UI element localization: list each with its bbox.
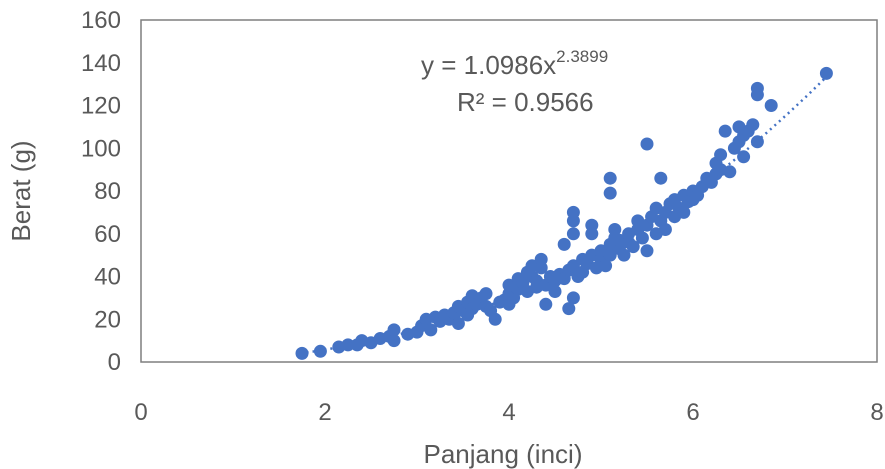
data-point xyxy=(603,186,617,200)
data-point xyxy=(313,344,327,358)
r-squared-label: R² = 0.9566 xyxy=(457,87,594,117)
data-point xyxy=(718,124,732,138)
y-tick-label: 20 xyxy=(94,306,121,333)
data-point xyxy=(677,205,691,219)
data-points xyxy=(295,66,833,360)
data-point xyxy=(608,223,622,236)
x-tick-label: 2 xyxy=(318,399,331,426)
data-point xyxy=(387,323,401,337)
data-point xyxy=(626,240,640,254)
data-point xyxy=(488,312,502,326)
y-tick-label: 80 xyxy=(94,178,121,205)
data-point xyxy=(658,223,672,236)
data-point xyxy=(548,285,562,298)
data-point xyxy=(539,297,553,311)
data-point xyxy=(562,302,576,316)
data-point xyxy=(750,81,764,95)
y-tick-label: 100 xyxy=(81,135,121,162)
data-point xyxy=(640,244,654,258)
trendline-equation-exponent: 2.3899 xyxy=(556,47,608,66)
data-point xyxy=(635,231,649,245)
data-point xyxy=(566,291,580,305)
data-point xyxy=(566,227,580,241)
data-point xyxy=(424,323,438,337)
data-point xyxy=(585,218,599,232)
y-tick-label: 160 xyxy=(81,7,121,34)
x-tick-label: 0 xyxy=(134,399,147,426)
data-point xyxy=(566,205,580,219)
data-point xyxy=(451,317,465,330)
y-tick-label: 0 xyxy=(108,349,121,376)
data-point xyxy=(819,66,833,80)
y-axis-title: Berat (g) xyxy=(6,140,36,241)
x-tick-label: 4 xyxy=(502,399,515,426)
data-point xyxy=(566,259,580,273)
data-point xyxy=(534,252,548,266)
plot-frame xyxy=(140,19,878,363)
data-point xyxy=(737,150,751,164)
data-point xyxy=(295,346,309,360)
data-point xyxy=(723,165,737,179)
data-point xyxy=(764,99,778,112)
y-tick-label: 40 xyxy=(94,264,121,291)
data-point xyxy=(654,171,668,185)
data-point xyxy=(557,237,571,251)
data-point xyxy=(479,287,493,301)
y-tick-label: 60 xyxy=(94,221,121,248)
data-point xyxy=(603,248,617,262)
data-point xyxy=(640,137,654,151)
tick-labels: 0 20 40 60 80 100 120 140 160 0 2 4 6 8 xyxy=(81,7,884,426)
x-tick-label: 6 xyxy=(686,399,699,426)
trendline-equation-base: y = 1.0986x xyxy=(421,50,556,80)
trendline-equation: y = 1.0986x2.3899 xyxy=(421,47,608,80)
data-point xyxy=(599,259,613,273)
plot-area xyxy=(140,19,878,363)
y-tick-label: 120 xyxy=(81,93,121,120)
data-point xyxy=(714,148,728,162)
data-point xyxy=(746,118,760,132)
x-tick-label: 8 xyxy=(870,399,883,426)
data-point xyxy=(750,135,764,149)
data-point xyxy=(617,248,631,262)
y-tick-label: 140 xyxy=(81,50,121,77)
x-axis-title: Panjang (inci) xyxy=(424,439,583,469)
data-point xyxy=(603,171,617,185)
data-point xyxy=(341,338,355,352)
data-point xyxy=(387,334,401,348)
